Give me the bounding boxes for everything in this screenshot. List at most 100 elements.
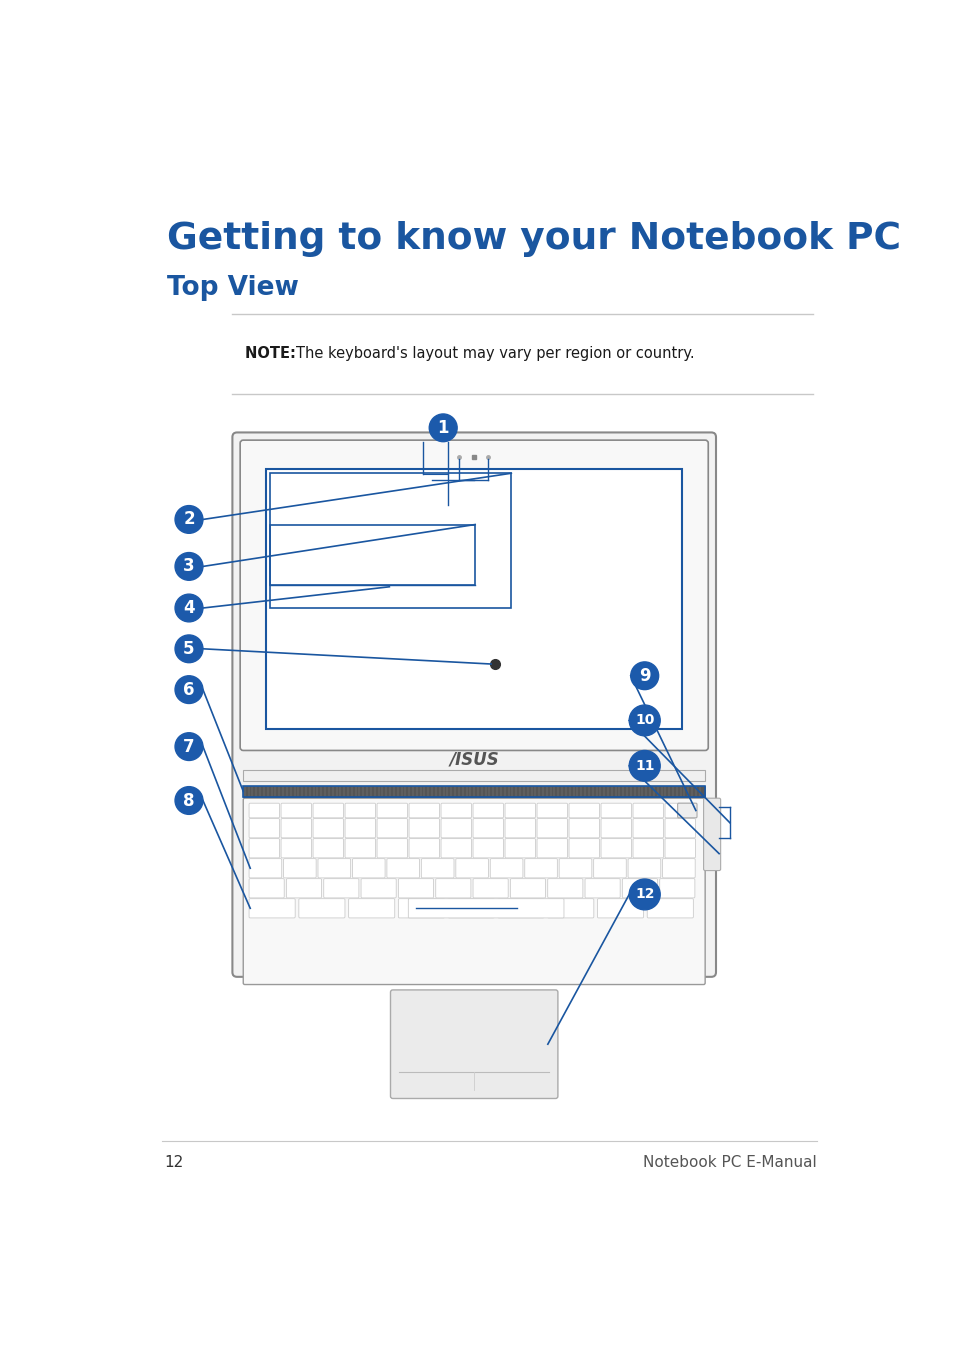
- Text: 7: 7: [183, 737, 194, 756]
- FancyBboxPatch shape: [633, 819, 662, 838]
- Text: 10: 10: [635, 713, 654, 728]
- FancyBboxPatch shape: [473, 803, 503, 818]
- Text: 8: 8: [183, 791, 194, 810]
- FancyBboxPatch shape: [360, 878, 395, 898]
- Text: Notebook PC E-Manual: Notebook PC E-Manual: [642, 1155, 816, 1170]
- Bar: [270, 473, 511, 608]
- Circle shape: [629, 880, 659, 909]
- FancyBboxPatch shape: [677, 803, 697, 818]
- Text: /ISUS: /ISUS: [449, 751, 498, 769]
- FancyBboxPatch shape: [398, 878, 433, 898]
- Text: 11: 11: [635, 759, 654, 773]
- FancyBboxPatch shape: [524, 858, 557, 878]
- Circle shape: [629, 751, 659, 781]
- FancyBboxPatch shape: [537, 819, 567, 838]
- FancyBboxPatch shape: [664, 819, 695, 838]
- FancyBboxPatch shape: [440, 839, 471, 858]
- Text: 12: 12: [635, 888, 654, 901]
- FancyBboxPatch shape: [584, 878, 619, 898]
- Text: The keyboard's layout may vary per region or country.: The keyboard's layout may vary per regio…: [295, 347, 694, 362]
- FancyBboxPatch shape: [600, 803, 631, 818]
- FancyBboxPatch shape: [600, 839, 631, 858]
- FancyBboxPatch shape: [568, 839, 598, 858]
- Circle shape: [174, 733, 203, 760]
- FancyBboxPatch shape: [504, 839, 535, 858]
- Bar: [243, 785, 704, 796]
- Text: 9: 9: [639, 667, 650, 685]
- FancyBboxPatch shape: [345, 819, 375, 838]
- FancyBboxPatch shape: [473, 878, 508, 898]
- FancyBboxPatch shape: [504, 803, 535, 818]
- FancyBboxPatch shape: [240, 440, 707, 751]
- FancyBboxPatch shape: [298, 898, 345, 917]
- FancyBboxPatch shape: [390, 990, 558, 1099]
- FancyBboxPatch shape: [243, 798, 704, 985]
- FancyBboxPatch shape: [352, 858, 385, 878]
- Bar: [243, 785, 704, 796]
- Bar: [270, 525, 475, 585]
- FancyBboxPatch shape: [593, 858, 625, 878]
- Circle shape: [174, 594, 203, 621]
- Text: 12: 12: [164, 1155, 183, 1170]
- FancyBboxPatch shape: [283, 858, 315, 878]
- FancyBboxPatch shape: [456, 858, 488, 878]
- FancyBboxPatch shape: [409, 819, 439, 838]
- FancyBboxPatch shape: [376, 839, 407, 858]
- FancyBboxPatch shape: [490, 858, 522, 878]
- FancyBboxPatch shape: [249, 878, 284, 898]
- FancyBboxPatch shape: [348, 898, 395, 917]
- FancyBboxPatch shape: [345, 839, 375, 858]
- Circle shape: [174, 787, 203, 814]
- FancyBboxPatch shape: [662, 858, 695, 878]
- FancyBboxPatch shape: [376, 803, 407, 818]
- FancyBboxPatch shape: [436, 878, 471, 898]
- FancyBboxPatch shape: [473, 839, 503, 858]
- FancyBboxPatch shape: [558, 858, 591, 878]
- FancyBboxPatch shape: [249, 819, 279, 838]
- FancyBboxPatch shape: [597, 898, 643, 917]
- Circle shape: [630, 662, 658, 690]
- FancyBboxPatch shape: [281, 839, 312, 858]
- FancyBboxPatch shape: [504, 819, 535, 838]
- Circle shape: [174, 506, 203, 534]
- Circle shape: [429, 414, 456, 441]
- Circle shape: [174, 553, 203, 580]
- FancyBboxPatch shape: [659, 878, 694, 898]
- FancyBboxPatch shape: [568, 819, 598, 838]
- FancyBboxPatch shape: [664, 839, 695, 858]
- Text: Top View: Top View: [167, 276, 299, 301]
- FancyBboxPatch shape: [600, 819, 631, 838]
- FancyBboxPatch shape: [233, 433, 716, 976]
- FancyBboxPatch shape: [345, 803, 375, 818]
- FancyBboxPatch shape: [633, 839, 662, 858]
- Circle shape: [174, 635, 203, 663]
- FancyBboxPatch shape: [286, 878, 321, 898]
- FancyBboxPatch shape: [313, 803, 343, 818]
- Text: NOTE:: NOTE:: [245, 347, 300, 362]
- Text: 3: 3: [183, 557, 194, 576]
- FancyBboxPatch shape: [249, 858, 281, 878]
- FancyBboxPatch shape: [249, 803, 279, 818]
- FancyBboxPatch shape: [408, 898, 563, 917]
- FancyBboxPatch shape: [398, 898, 444, 917]
- FancyBboxPatch shape: [703, 798, 720, 870]
- FancyBboxPatch shape: [537, 839, 567, 858]
- FancyBboxPatch shape: [664, 803, 695, 818]
- FancyBboxPatch shape: [421, 858, 454, 878]
- Bar: [243, 771, 704, 781]
- FancyBboxPatch shape: [281, 803, 312, 818]
- FancyBboxPatch shape: [281, 819, 312, 838]
- FancyBboxPatch shape: [323, 878, 358, 898]
- Text: Getting to know your Notebook PC: Getting to know your Notebook PC: [167, 222, 901, 257]
- FancyBboxPatch shape: [547, 878, 582, 898]
- FancyBboxPatch shape: [547, 898, 593, 917]
- FancyBboxPatch shape: [497, 898, 543, 917]
- Circle shape: [629, 705, 659, 736]
- Text: 2: 2: [183, 511, 194, 529]
- FancyBboxPatch shape: [249, 839, 279, 858]
- FancyBboxPatch shape: [627, 858, 660, 878]
- FancyBboxPatch shape: [633, 803, 662, 818]
- Text: 4: 4: [183, 599, 194, 617]
- FancyBboxPatch shape: [249, 898, 294, 917]
- FancyBboxPatch shape: [317, 858, 351, 878]
